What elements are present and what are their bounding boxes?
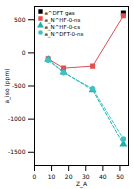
svg-text:10: 10 [48, 173, 56, 180]
svg-text:a_iso (ppm): a_iso (ppm) [3, 68, 11, 103]
svg-text:a^DFT gas: a^DFT gas [45, 10, 75, 17]
svg-text:0: 0 [33, 173, 37, 180]
svg-text:500: 500 [14, 16, 26, 23]
svg-text:30: 30 [82, 172, 90, 180]
svg-text:-500: -500 [12, 82, 26, 89]
svg-text:a_N^HF-0-cs: a_N^HF-0-cs [45, 24, 81, 31]
svg-text:40: 40 [99, 173, 107, 180]
svg-text:-1000: -1000 [8, 115, 26, 122]
svg-text:Z_A: Z_A [76, 180, 88, 188]
svg-text:20: 20 [65, 173, 73, 180]
svg-text:0: 0 [22, 49, 26, 56]
svg-text:a_N^HF-0-ns: a_N^HF-0-ns [45, 17, 81, 24]
svg-text:50: 50 [116, 173, 124, 180]
svg-text:a_N^DFT-0-ns: a_N^DFT-0-ns [45, 31, 84, 38]
svg-text:-1500: -1500 [8, 148, 26, 155]
